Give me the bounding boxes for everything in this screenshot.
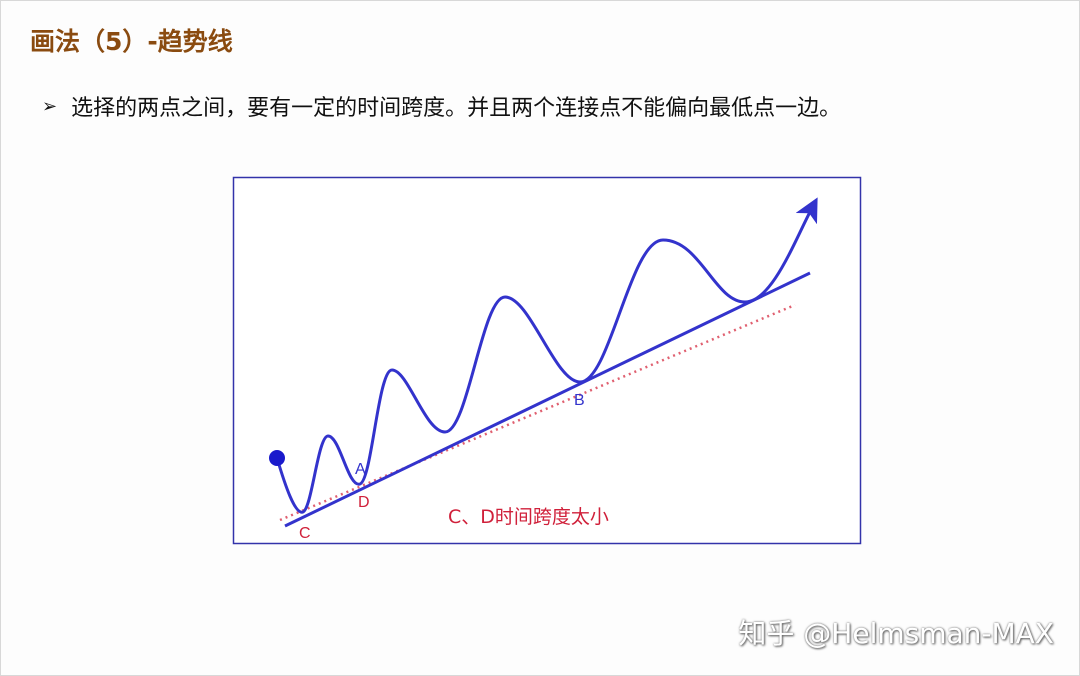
label-c: C [299, 525, 311, 542]
slide-title: 画法（5）-趋势线 [30, 27, 233, 56]
diagram-border [232, 176, 862, 545]
label-a: A [355, 461, 366, 478]
price-curve [275, 197, 818, 514]
watermark: 知乎 @Helmsman-MAX [738, 617, 1054, 650]
label-b: B [574, 392, 585, 409]
start-point [269, 450, 285, 466]
arrowhead-bullet-icon: ➢ [42, 95, 58, 117]
bullet-point: ➢ 选择的两点之间，要有一定的时间跨度。并且两个连接点不能偏向最低点一边。 [42, 90, 841, 122]
diagram-caption: C、D时间跨度太小 [448, 506, 609, 528]
bullet-text: 选择的两点之间，要有一定的时间跨度。并且两个连接点不能偏向最低点一边。 [71, 96, 842, 121]
trendline [284, 271, 811, 528]
label-d: D [358, 494, 370, 511]
